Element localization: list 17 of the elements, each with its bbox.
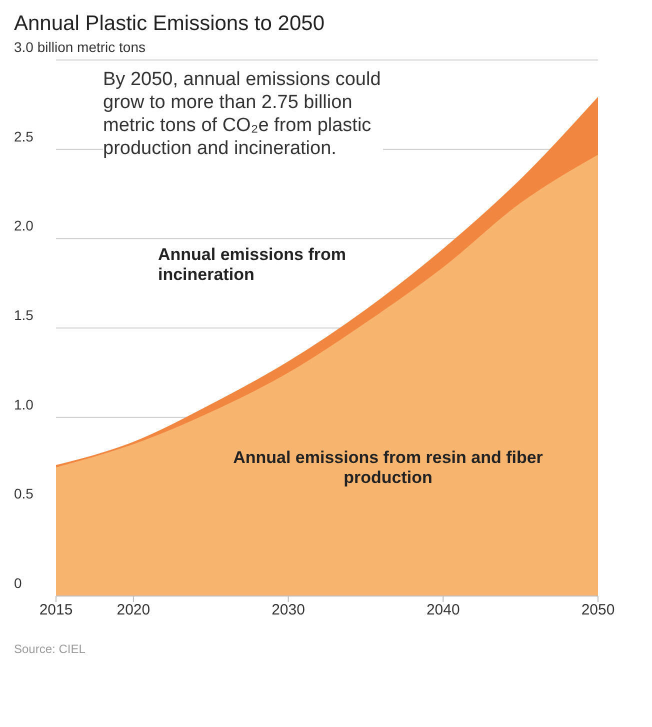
y-tick-label: 1.5 <box>14 307 34 323</box>
y-tick-label: 1.0 <box>14 396 34 412</box>
source-note: Source: CIEL <box>13 641 86 658</box>
x-tick-label: 2015 <box>39 602 73 619</box>
y-tick-label: 2.5 <box>14 128 34 144</box>
x-tick-label: 2030 <box>272 602 305 619</box>
y-tick-label: 0 <box>14 575 22 591</box>
y-tick-label: 0.5 <box>14 486 34 502</box>
series-label: Annual emissions from resin and fiber production <box>232 448 544 488</box>
y-tick-label: 2.0 <box>14 218 34 234</box>
x-tick-label: 2020 <box>116 602 150 619</box>
x-tick-label: 2050 <box>581 602 615 619</box>
chart-title: Annual Plastic Emissions to 2050 <box>13 11 326 37</box>
y-tick-label: 3.0 billion metric tons <box>14 39 146 55</box>
annotation: By 2050, annual emissions could grow to more than 2.75 billion metric tons of CO₂e from plastic production and incineration. <box>103 68 383 160</box>
series-label: Annual emissions from incineration <box>158 245 347 285</box>
x-tick-label: 2040 <box>426 602 460 619</box>
